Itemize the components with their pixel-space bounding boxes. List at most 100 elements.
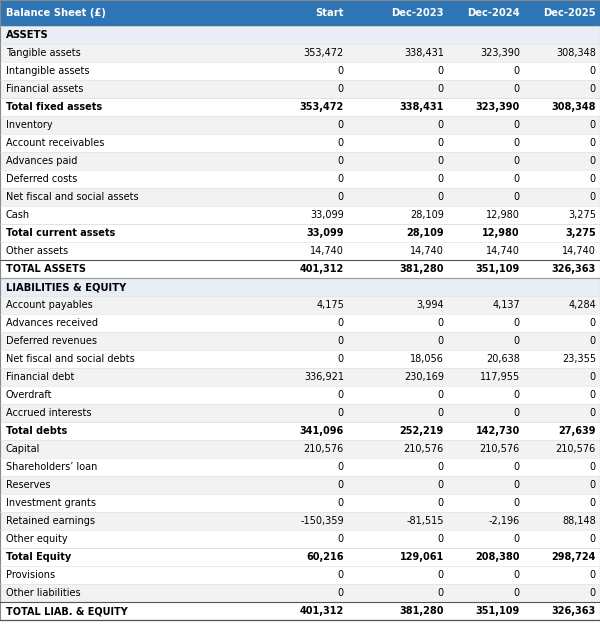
Text: Net fiscal and social debts: Net fiscal and social debts [6,354,135,364]
Bar [0,116,600,134]
Bar [0,404,600,422]
Text: 0: 0 [338,570,344,580]
Text: 353,472: 353,472 [304,48,344,58]
Text: 129,061: 129,061 [400,552,444,562]
Text: 381,280: 381,280 [400,264,444,274]
Bar [0,242,600,260]
Text: 0: 0 [514,84,520,94]
Text: -150,359: -150,359 [301,516,344,526]
Text: 0: 0 [590,390,596,400]
Text: 0: 0 [338,120,344,130]
Bar [0,314,600,332]
Text: 308,348: 308,348 [551,102,596,112]
Text: 12,980: 12,980 [486,210,520,220]
Bar [0,548,600,566]
Text: 0: 0 [590,120,596,130]
Text: 0: 0 [438,318,444,328]
Text: 210,576: 210,576 [556,444,596,454]
Text: 0: 0 [438,174,444,184]
Text: 0: 0 [438,156,444,166]
Text: ASSETS: ASSETS [6,30,49,40]
Text: 0: 0 [338,462,344,472]
Text: 323,390: 323,390 [476,102,520,112]
Text: 33,099: 33,099 [307,228,344,238]
Text: 208,380: 208,380 [476,552,520,562]
Text: Accrued interests: Accrued interests [6,408,91,418]
Bar [0,44,600,62]
Text: 401,312: 401,312 [300,264,344,274]
Text: 381,280: 381,280 [400,606,444,616]
Text: 0: 0 [514,462,520,472]
Text: 210,576: 210,576 [304,444,344,454]
Text: 4,284: 4,284 [568,300,596,310]
Text: LIABILITIES & EQUITY: LIABILITIES & EQUITY [6,282,126,292]
Text: 0: 0 [590,570,596,580]
Bar [0,152,600,170]
Bar [0,530,600,548]
Text: 0: 0 [338,534,344,544]
Text: 0: 0 [514,390,520,400]
Bar [0,188,600,206]
Text: 0: 0 [590,534,596,544]
Text: Cash: Cash [6,210,30,220]
Text: 0: 0 [338,354,344,364]
Bar [0,602,600,620]
Text: 0: 0 [514,156,520,166]
Text: Dec-2025: Dec-2025 [544,8,596,18]
Text: 323,390: 323,390 [480,48,520,58]
Text: 338,431: 338,431 [400,102,444,112]
Text: 0: 0 [590,462,596,472]
Text: Account payables: Account payables [6,300,93,310]
Text: Account receivables: Account receivables [6,138,104,148]
Text: 0: 0 [590,480,596,490]
Text: Advances paid: Advances paid [6,156,77,166]
Bar [0,476,600,494]
Text: 0: 0 [590,138,596,148]
Text: Total debts: Total debts [6,426,67,436]
Text: 0: 0 [338,138,344,148]
Text: Financial debt: Financial debt [6,372,74,382]
Text: 117,955: 117,955 [480,372,520,382]
Text: 14,740: 14,740 [310,246,344,256]
Text: 0: 0 [590,174,596,184]
Text: 0: 0 [438,192,444,202]
Text: Inventory: Inventory [6,120,53,130]
Text: Dec-2024: Dec-2024 [467,8,520,18]
Text: 308,348: 308,348 [556,48,596,58]
Text: 0: 0 [590,156,596,166]
Text: 0: 0 [590,336,596,346]
Text: 351,109: 351,109 [476,264,520,274]
Text: 0: 0 [514,336,520,346]
Text: Tangible assets: Tangible assets [6,48,81,58]
Text: 210,576: 210,576 [480,444,520,454]
Text: 0: 0 [338,480,344,490]
Text: 0: 0 [338,588,344,598]
Text: 27,639: 27,639 [559,426,596,436]
Text: 326,363: 326,363 [552,606,596,616]
Text: 0: 0 [338,408,344,418]
Text: 341,096: 341,096 [300,426,344,436]
Text: 0: 0 [338,498,344,508]
Text: 3,994: 3,994 [416,300,444,310]
Text: 18,056: 18,056 [410,354,444,364]
Text: 0: 0 [338,84,344,94]
Text: 0: 0 [590,372,596,382]
Text: 88,148: 88,148 [562,516,596,526]
Text: 0: 0 [438,462,444,472]
Text: 33,099: 33,099 [310,210,344,220]
Text: Total fixed assets: Total fixed assets [6,102,102,112]
Text: 0: 0 [590,192,596,202]
Text: Net fiscal and social assets: Net fiscal and social assets [6,192,139,202]
Text: 3,275: 3,275 [568,210,596,220]
Text: -81,515: -81,515 [407,516,444,526]
Text: Other equity: Other equity [6,534,68,544]
Text: 0: 0 [338,390,344,400]
Text: 0: 0 [514,534,520,544]
Bar [0,0,600,26]
Bar [0,98,600,116]
Text: 252,219: 252,219 [400,426,444,436]
Text: 0: 0 [438,390,444,400]
Text: 28,109: 28,109 [410,210,444,220]
Text: 298,724: 298,724 [551,552,596,562]
Text: 0: 0 [514,408,520,418]
